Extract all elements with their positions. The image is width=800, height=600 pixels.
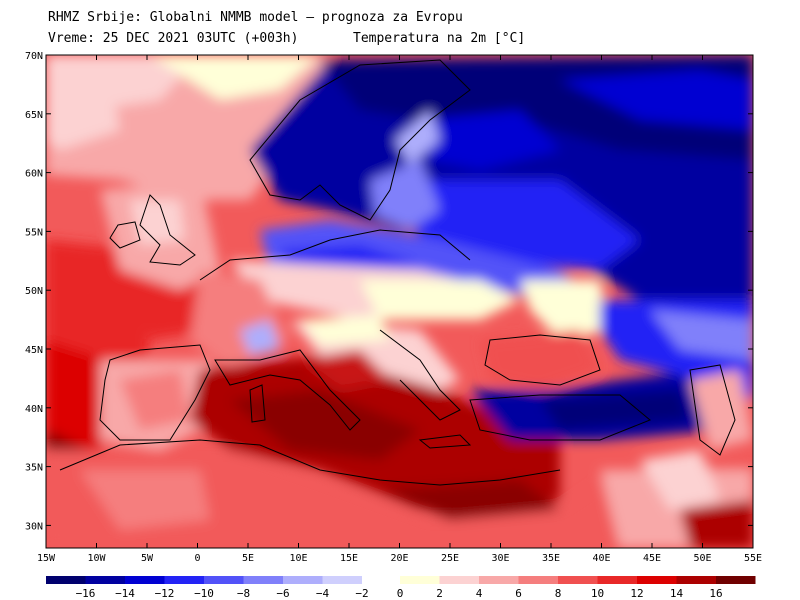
colorbar-label: 6 — [515, 587, 522, 600]
colorbar-swatch — [164, 576, 204, 584]
balkan-coast — [379, 329, 461, 421]
colorbar-swatch — [439, 576, 479, 584]
lon-label: 30E — [491, 553, 509, 564]
colorbar-label: −14 — [115, 587, 135, 600]
colorbar-swatch — [85, 576, 125, 584]
variable-label: Temperatura na 2m [°C] — [353, 31, 526, 46]
colorbar-label: 16 — [709, 587, 723, 600]
caspian-coast — [689, 364, 736, 456]
lon-label: 25E — [441, 553, 459, 564]
latitude-axis: 70N 65N 60N 55N 50N 45N 40N 35N 30N — [25, 51, 753, 532]
colorbar-swatch — [676, 576, 716, 584]
colorbar-label: 0 — [396, 587, 404, 600]
lon-label: 10W — [87, 553, 106, 564]
lon-label: 5W — [141, 553, 154, 564]
lon-label: 55E — [744, 553, 762, 564]
title-line-1: RHMZ Srbije: Globalni NMMB model — progn… — [48, 10, 463, 25]
colorbar-swatch — [637, 576, 677, 584]
sardinia-coast — [249, 384, 266, 423]
colorbar-label: 10 — [590, 587, 605, 600]
colorbar-swatch — [46, 576, 86, 584]
colorbar-label: −4 — [315, 587, 330, 600]
colorbar-swatch — [558, 576, 598, 584]
lat-label: 65N — [25, 110, 43, 121]
lat-label: 30N — [25, 521, 43, 532]
lon-label: 15E — [340, 553, 358, 564]
colorbar-label: 14 — [669, 587, 684, 600]
britain-coast — [139, 194, 196, 266]
colorbar-swatch — [204, 576, 244, 584]
lon-label: 40E — [592, 553, 610, 564]
colorbar-label: −10 — [194, 587, 214, 600]
colorbar-swatch — [479, 576, 519, 584]
anatolia-coast — [469, 394, 651, 441]
lat-label: 50N — [25, 286, 43, 297]
lon-label: 0 — [194, 553, 200, 564]
colorbar-swatch — [125, 576, 165, 584]
colorbar-swatch — [597, 576, 637, 584]
colorbar-swatch — [283, 576, 323, 584]
lon-label: 5E — [242, 553, 254, 564]
north-sea-coast — [199, 229, 471, 281]
colorbar-label: 4 — [475, 587, 483, 600]
lon-label: 10E — [289, 553, 307, 564]
colorbar-label: −8 — [236, 587, 251, 600]
colorbar-label: −6 — [276, 587, 290, 600]
colorbar-swatch — [400, 576, 440, 584]
coastlines — [59, 59, 736, 486]
italy-france-coast — [214, 349, 361, 431]
iberia-coast — [99, 344, 211, 441]
lon-label: 50E — [693, 553, 711, 564]
lon-label: 35E — [542, 553, 560, 564]
lon-label: 20E — [390, 553, 408, 564]
black-sea-coast — [484, 334, 601, 386]
colorbar-label: 12 — [630, 587, 644, 600]
scandinavia-coast — [249, 59, 471, 221]
lat-label: 45N — [25, 345, 43, 356]
colorbar-label: −2 — [355, 587, 369, 600]
crete-coast — [418, 434, 472, 449]
lat-label: 60N — [25, 169, 43, 180]
temperature-field — [46, 55, 753, 548]
colorbar-swatch — [716, 576, 756, 584]
colorbar-swatch — [322, 576, 362, 584]
lat-label: 55N — [25, 227, 43, 238]
colorbar-label: −16 — [75, 587, 96, 600]
colorbar-swatch — [243, 576, 283, 584]
title-line-2: Vreme: 25 DEC 2021 03UTC (+003h) — [48, 31, 299, 46]
colorbar — [46, 576, 756, 584]
lat-label: 35N — [25, 463, 43, 474]
colorbar-label: 2 — [436, 587, 443, 600]
lon-label: 15W — [37, 553, 56, 564]
colorbar-label: 8 — [554, 587, 562, 600]
lat-label: 70N — [25, 51, 43, 62]
longitude-axis: 15W 10W 5W 0 5E 10E 15E 20E 25E 30E 35E 40E 45E 50E 55… — [37, 55, 762, 564]
africa-coast — [59, 439, 561, 486]
lon-label: 45E — [643, 553, 661, 564]
lat-label: 40N — [25, 404, 43, 415]
ireland-coast — [109, 221, 141, 249]
colorbar-swatch — [518, 576, 558, 584]
colorbar-label: −12 — [154, 587, 175, 600]
